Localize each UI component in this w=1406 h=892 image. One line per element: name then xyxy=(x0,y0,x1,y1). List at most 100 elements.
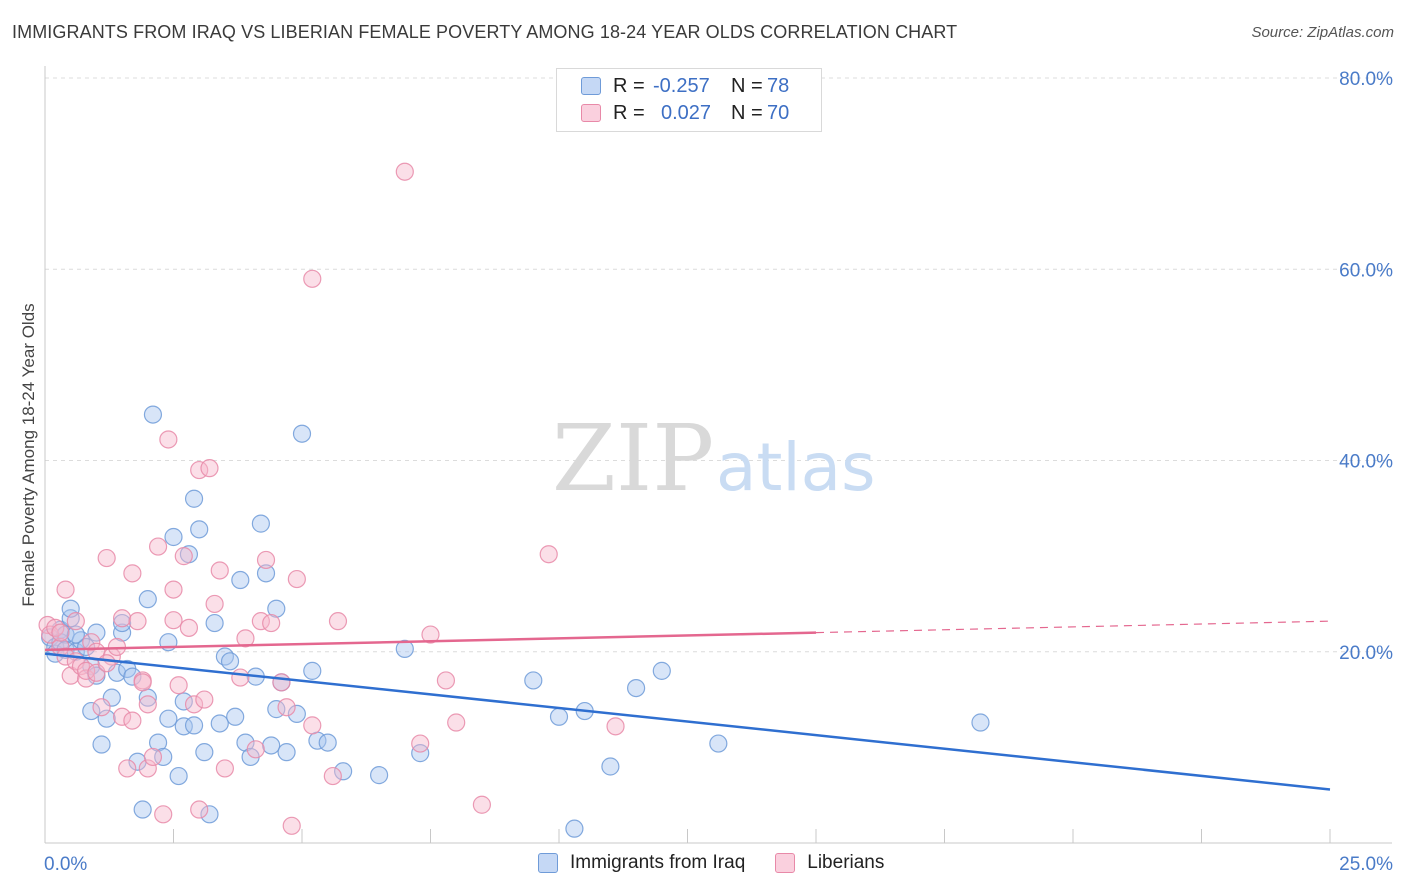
point-liberians xyxy=(82,633,101,652)
point-iraq xyxy=(652,661,671,680)
point-liberians xyxy=(215,759,234,778)
point-iraq xyxy=(411,744,430,763)
legend-r-label: R = xyxy=(613,74,645,97)
point-liberians xyxy=(262,613,281,633)
point-iraq xyxy=(231,570,250,590)
y-tick-label: 40.0% xyxy=(1339,452,1393,473)
point-liberians xyxy=(154,805,173,824)
point-liberians xyxy=(236,629,255,648)
legend-swatch-liberians xyxy=(581,104,601,122)
point-liberians xyxy=(256,550,276,570)
legend-r-value: 0.027 xyxy=(661,101,712,124)
grid xyxy=(45,77,1392,653)
legend-swatch-iraq xyxy=(581,77,601,95)
point-iraq xyxy=(565,819,584,838)
point-iraq xyxy=(169,766,188,786)
point-liberians xyxy=(472,795,491,814)
point-liberians xyxy=(169,676,188,695)
trend-line-iraq xyxy=(44,652,1331,791)
point-iraq xyxy=(164,527,183,547)
point-iraq xyxy=(82,701,101,721)
y-tick-label: 60.0% xyxy=(1339,260,1393,281)
point-liberians xyxy=(606,717,625,736)
point-iraq xyxy=(154,747,173,767)
watermark-atlas: atlas xyxy=(716,429,876,506)
point-iraq xyxy=(236,733,255,752)
legend-swatch-liberians xyxy=(775,853,796,873)
legend-r-label: R = xyxy=(613,101,645,124)
point-liberians xyxy=(190,800,209,819)
y-axis-label: Female Poverty Among 18-24 Year Olds xyxy=(19,303,38,606)
point-liberians xyxy=(195,690,214,709)
axes xyxy=(44,66,1392,844)
point-liberians xyxy=(123,711,142,730)
data-points xyxy=(38,162,990,838)
point-iraq xyxy=(292,424,312,443)
point-iraq xyxy=(195,743,214,762)
point-liberians xyxy=(277,698,296,717)
point-iraq xyxy=(287,704,306,724)
point-iraq xyxy=(395,639,414,658)
legend-swatch-iraq xyxy=(538,853,558,873)
point-iraq xyxy=(267,599,286,618)
point-iraq xyxy=(184,716,204,735)
point-liberians xyxy=(77,669,96,688)
point-iraq xyxy=(112,623,132,642)
point-iraq xyxy=(123,667,142,686)
point-liberians xyxy=(200,459,219,478)
point-liberians xyxy=(112,707,132,726)
point-iraq xyxy=(210,714,229,733)
legend-item-liberians[interactable]: Liberians xyxy=(775,852,884,874)
point-liberians xyxy=(395,162,414,181)
point-iraq xyxy=(251,514,270,533)
point-iraq xyxy=(92,735,111,754)
point-liberians xyxy=(97,654,116,673)
point-liberians xyxy=(92,698,111,717)
point-iraq xyxy=(549,707,569,726)
point-iraq xyxy=(277,743,296,762)
watermark-zip: ZIP xyxy=(552,405,714,512)
point-liberians xyxy=(303,716,322,735)
tick-labels: 20.0% 40.0% 60.0% 80.0% 0.0% 25.0% xyxy=(44,69,1393,875)
legend-label-iraq: Immigrants from Iraq xyxy=(570,852,746,873)
point-iraq xyxy=(159,709,178,728)
point-iraq xyxy=(334,762,353,781)
chart-source: Source: ZipAtlas.com xyxy=(1251,24,1394,41)
point-iraq xyxy=(220,652,240,671)
point-iraq xyxy=(112,613,132,633)
point-iraq xyxy=(200,805,219,824)
point-liberians xyxy=(436,671,456,690)
chart-title: IMMIGRANTS FROM IRAQ VS LIBERIAN FEMALE … xyxy=(12,22,958,42)
correlation-legend: R = -0.257 N = 78 R = 0.027 N = 70 xyxy=(556,68,822,132)
point-iraq xyxy=(66,625,85,644)
point-liberians xyxy=(128,612,147,631)
point-iraq xyxy=(138,590,157,609)
point-liberians xyxy=(159,430,178,449)
watermark: ZIP atlas xyxy=(552,405,876,512)
legend-item-iraq[interactable]: Immigrants from Iraq xyxy=(538,852,745,874)
point-liberians xyxy=(66,612,85,631)
trend-line-liberians-extension xyxy=(815,620,1331,634)
point-iraq xyxy=(256,564,276,583)
point-liberians xyxy=(287,569,306,589)
point-iraq xyxy=(370,766,389,785)
point-liberians xyxy=(179,618,199,637)
point-liberians xyxy=(164,580,183,599)
point-liberians xyxy=(272,673,291,692)
point-liberians xyxy=(303,269,322,288)
point-iraq xyxy=(262,736,281,755)
legend-row-iraq: R = -0.257 N = 78 xyxy=(581,73,789,99)
point-liberians xyxy=(56,580,75,599)
point-iraq xyxy=(205,613,224,633)
point-iraq xyxy=(184,489,204,508)
point-iraq xyxy=(318,733,337,752)
point-iraq xyxy=(226,707,245,726)
series-legend: Immigrants from Iraq Liberians xyxy=(538,852,914,874)
point-liberians xyxy=(148,537,168,556)
point-liberians xyxy=(210,561,229,580)
trend-line-liberians xyxy=(44,631,817,652)
legend-n-value: 70 xyxy=(767,101,790,124)
legend-n-value: 78 xyxy=(767,74,790,97)
point-iraq xyxy=(97,709,116,728)
